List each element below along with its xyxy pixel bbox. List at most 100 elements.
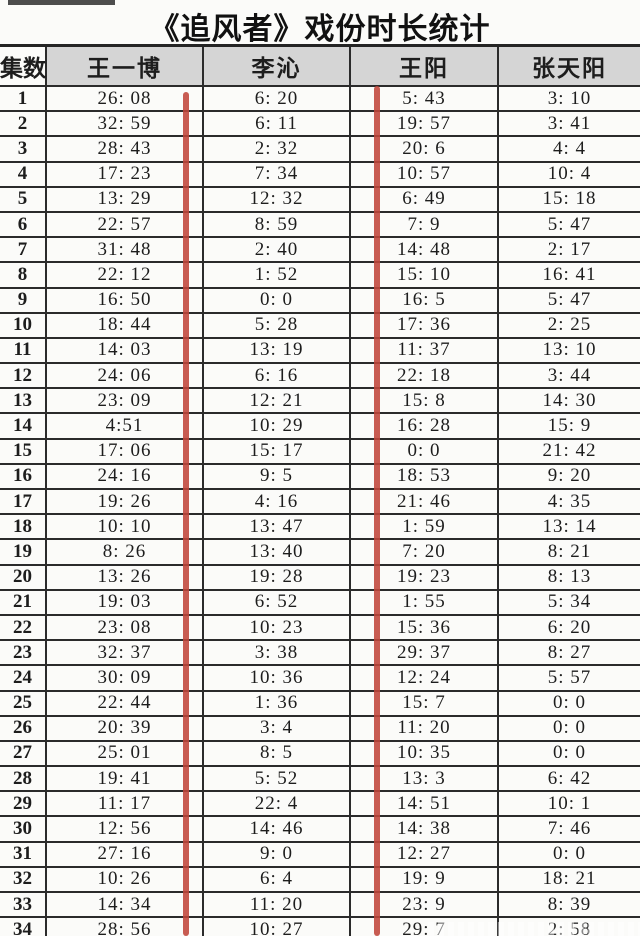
time-cell-li-qin: 6: 52 [202, 588, 351, 616]
table-row: 14 4:51 10: 29 16: 28 15: 9 [0, 412, 640, 440]
header-zhang-tianyang: 张天阳 [497, 44, 640, 87]
time-cell-wang-yibo: 19: 26 [45, 487, 204, 516]
time-cell-li-qin: 8: 5 [202, 739, 351, 768]
time-cell-zhang-tianyang: 13: 14 [497, 513, 640, 541]
table-row: 25 22: 44 1: 36 15: 7 0: 0 [0, 689, 640, 717]
red-marker-line-right [374, 86, 380, 936]
time-cell-wang-yang: 18: 53 [349, 462, 499, 491]
episode-cell: 5 [0, 185, 47, 213]
time-cell-wang-yibo: 10: 10 [45, 513, 204, 541]
time-cell-wang-yang: 7: 9 [349, 210, 499, 239]
episode-cell: 32 [0, 865, 47, 894]
time-cell-wang-yibo: 14: 34 [45, 890, 204, 919]
time-cell-li-qin: 13: 47 [202, 513, 351, 541]
table-row: 21 19: 03 6: 52 1: 55 5: 34 [0, 588, 640, 616]
time-cell-zhang-tianyang: 3: 44 [497, 362, 640, 390]
episode-cell: 9 [0, 286, 47, 314]
table-row: 18 10: 10 13: 47 1: 59 13: 14 [0, 513, 640, 541]
time-cell-li-qin: 10: 29 [202, 412, 351, 440]
table-row: 13 23: 09 12: 21 15: 8 14: 30 [0, 387, 640, 415]
table-row: 7 31: 48 2: 40 14: 48 2: 17 [0, 236, 640, 264]
table-header-row: 集数 王一博 李沁 王阳 张天阳 [0, 44, 640, 87]
time-cell-li-qin: 12: 21 [202, 387, 351, 415]
table-row: 9 16: 50 0: 0 16: 5 5: 47 [0, 286, 640, 314]
table-row: 10 18: 44 5: 28 17: 36 2: 25 [0, 311, 640, 339]
time-cell-li-qin: 2: 40 [202, 236, 351, 264]
episode-cell: 2 [0, 110, 47, 138]
table-row: 27 25: 01 8: 5 10: 35 0: 0 [0, 739, 640, 768]
episode-cell: 28 [0, 765, 47, 793]
time-cell-wang-yibo: 22: 44 [45, 689, 204, 717]
time-cell-wang-yibo: 27: 16 [45, 840, 204, 868]
time-cell-wang-yibo: 30: 09 [45, 664, 204, 692]
time-cell-wang-yang: 5: 43 [349, 84, 499, 113]
table-row: 6 22: 57 8: 59 7: 9 5: 47 [0, 210, 640, 239]
time-cell-wang-yang: 23: 9 [349, 890, 499, 919]
episode-cell: 1 [0, 84, 47, 113]
header-wang-yang: 王阳 [349, 44, 499, 87]
time-cell-wang-yang: 29: 37 [349, 639, 499, 667]
time-cell-wang-yibo: 32: 37 [45, 639, 204, 667]
table-row: 23 32: 37 3: 38 29: 37 8: 27 [0, 639, 640, 667]
time-cell-wang-yibo: 16: 50 [45, 286, 204, 314]
time-cell-wang-yibo: 17: 06 [45, 437, 204, 465]
table-row: 16 24: 16 9: 5 18: 53 9: 20 [0, 462, 640, 491]
time-cell-zhang-tianyang: 21: 42 [497, 437, 640, 465]
header-li-qin: 李沁 [202, 44, 351, 87]
episode-cell: 22 [0, 613, 47, 642]
time-cell-zhang-tianyang: 0: 0 [497, 739, 640, 768]
table-body: 1 26: 08 6: 20 5: 43 3: 10 2 32: 59 6: 11 19: 57… [0, 84, 640, 936]
time-cell-wang-yibo: 13: 26 [45, 563, 204, 591]
time-cell-zhang-tianyang: 8: 21 [497, 538, 640, 566]
page-title: 《追风者》戏份时长统计 [149, 13, 491, 46]
episode-cell: 6 [0, 210, 47, 239]
time-cell-wang-yibo: 20: 39 [45, 714, 204, 742]
time-cell-wang-yibo: 22: 12 [45, 261, 204, 289]
time-cell-wang-yang: 6: 49 [349, 185, 499, 213]
time-cell-wang-yibo: 24: 06 [45, 362, 204, 390]
time-cell-li-qin: 9: 5 [202, 462, 351, 491]
time-cell-zhang-tianyang: 6: 42 [497, 765, 640, 793]
time-cell-li-qin: 10: 36 [202, 664, 351, 692]
table-row: 4 17: 23 7: 34 10: 57 10: 4 [0, 160, 640, 188]
episode-cell: 7 [0, 236, 47, 264]
table-row: 12 24: 06 6: 16 22: 18 3: 44 [0, 362, 640, 390]
time-cell-wang-yang: 15: 10 [349, 261, 499, 289]
time-cell-wang-yibo: 19: 03 [45, 588, 204, 616]
episode-cell: 34 [0, 916, 47, 936]
time-cell-wang-yibo: 18: 44 [45, 311, 204, 339]
table-row: 5 13: 29 12: 32 6: 49 15: 18 [0, 185, 640, 213]
time-cell-wang-yang: 7: 20 [349, 538, 499, 566]
time-cell-li-qin: 13: 19 [202, 336, 351, 365]
time-cell-wang-yibo: 25: 01 [45, 739, 204, 768]
time-cell-li-qin: 6: 4 [202, 865, 351, 894]
episode-cell: 15 [0, 437, 47, 465]
episode-cell: 31 [0, 840, 47, 868]
time-cell-zhang-tianyang: 8: 13 [497, 563, 640, 591]
time-cell-wang-yang: 22: 18 [349, 362, 499, 390]
time-cell-zhang-tianyang: 4: 35 [497, 487, 640, 516]
time-cell-zhang-tianyang: 5: 47 [497, 210, 640, 239]
episode-cell: 24 [0, 664, 47, 692]
time-cell-li-qin: 3: 4 [202, 714, 351, 742]
time-cell-li-qin: 8: 59 [202, 210, 351, 239]
time-cell-li-qin: 4: 16 [202, 487, 351, 516]
time-cell-li-qin: 5: 28 [202, 311, 351, 339]
time-cell-wang-yang: 14: 51 [349, 790, 499, 818]
episode-cell: 30 [0, 815, 47, 843]
table-row: 2 32: 59 6: 11 19: 57 3: 41 [0, 110, 640, 138]
episode-cell: 23 [0, 639, 47, 667]
time-cell-li-qin: 2: 32 [202, 135, 351, 163]
time-cell-zhang-tianyang: 3: 41 [497, 110, 640, 138]
time-cell-wang-yang: 19: 23 [349, 563, 499, 591]
time-cell-zhang-tianyang: 16: 41 [497, 261, 640, 289]
time-cell-zhang-tianyang: 5: 47 [497, 286, 640, 314]
time-cell-wang-yibo: 22: 57 [45, 210, 204, 239]
time-cell-wang-yibo: 24: 16 [45, 462, 204, 491]
time-cell-wang-yang: 17: 36 [349, 311, 499, 339]
time-cell-li-qin: 1: 52 [202, 261, 351, 289]
episode-cell: 27 [0, 739, 47, 768]
time-cell-wang-yang: 15: 7 [349, 689, 499, 717]
time-cell-li-qin: 15: 17 [202, 437, 351, 465]
header-episode: 集数 [0, 44, 47, 87]
